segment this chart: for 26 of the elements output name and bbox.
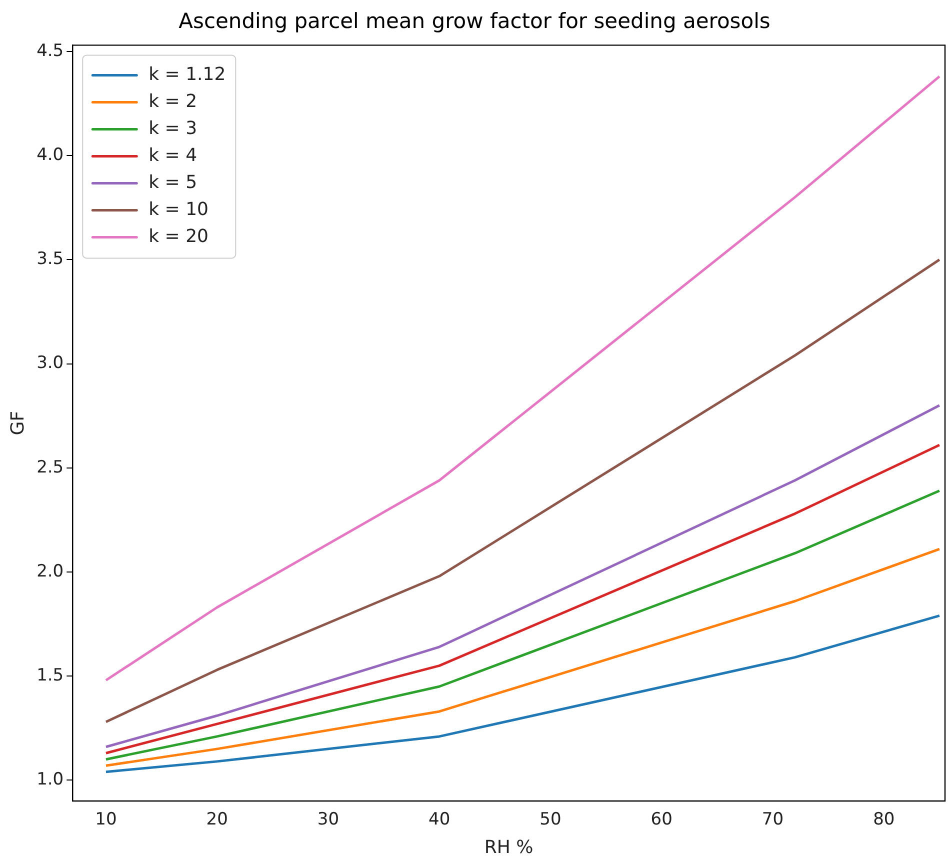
x-tick-label: 50: [540, 810, 562, 830]
x-tick-label: 10: [95, 810, 117, 830]
legend-label: k = 10: [148, 198, 208, 220]
y-tick-label: 4.5: [36, 40, 64, 61]
x-tick-label: 40: [428, 810, 450, 830]
x-tick-label: 30: [317, 810, 340, 830]
x-tick-label: 60: [650, 810, 672, 830]
y-tick-label: 2.5: [36, 457, 64, 478]
legend-label: k = 5: [148, 172, 198, 193]
y-tick-label: 1.0: [36, 770, 64, 790]
y-tick-label: 3.0: [36, 353, 64, 374]
y-tick-label: 4.0: [36, 144, 64, 165]
x-tick-label: 80: [873, 810, 895, 830]
legend-label: k = 20: [148, 226, 208, 247]
y-tick-label: 1.5: [36, 665, 64, 686]
legend-label: k = 2: [148, 90, 198, 112]
x-tick-label: 70: [762, 810, 784, 830]
legend-label: k = 3: [148, 118, 198, 139]
legend-label: k = 1.12: [148, 64, 226, 85]
legend-label: k = 4: [148, 144, 198, 166]
y-tick-label: 2.0: [36, 561, 64, 582]
x-axis-title: RH %: [484, 836, 534, 858]
x-tick-label: 20: [206, 810, 228, 830]
chart-title: Ascending parcel mean grow factor for seeding aerosols: [178, 9, 770, 34]
y-axis-title: GF: [7, 410, 28, 436]
y-tick-label: 3.5: [36, 249, 64, 270]
